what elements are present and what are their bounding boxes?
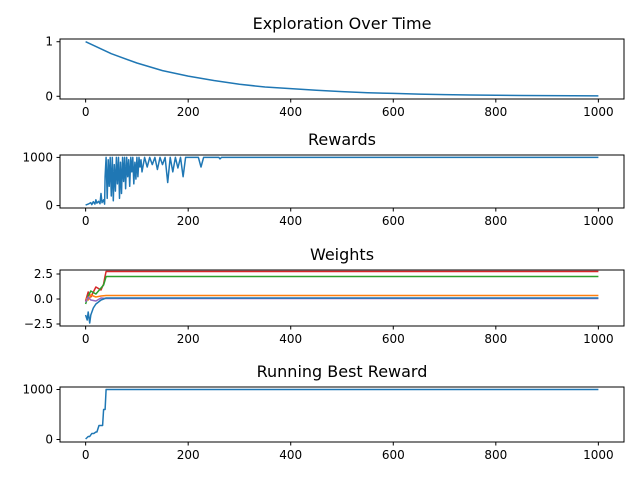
series-line-2-4 [84,297,599,324]
x-tick-label: 0 [82,214,90,228]
x-tick-label: 0 [82,105,90,119]
x-tick-label: 200 [177,332,200,346]
x-tick-label: 200 [177,448,200,462]
x-tick-label: 0 [82,448,90,462]
axes-frame [59,38,625,100]
chart-title: Running Best Reward [257,362,428,381]
y-tick-label: 1 [45,35,53,49]
x-tick-label: 800 [484,105,507,119]
x-tick-label: 800 [484,448,507,462]
series-line-3-0 [85,388,599,440]
x-tick-label: 600 [382,332,405,346]
x-tick-label: 400 [279,214,302,228]
x-tick-label: 1000 [583,105,614,119]
y-tick-label: 0 [45,433,53,447]
y-tick-label: −2.5 [24,317,53,331]
y-tick-label: 0 [45,199,53,213]
subplot-running-best: 0 200 400 600 800 1000 0 1000 Running Best Rewar… [22,362,625,462]
x-tick-label: 400 [279,105,302,119]
x-tick-label: 1000 [583,448,614,462]
series-line-2-1 [84,275,599,305]
axes-frame [59,154,625,209]
x-tick-label: 600 [382,448,405,462]
x-tick-label: 1000 [583,332,614,346]
x-tick-label: 200 [177,105,200,119]
series-line-1-0 [85,156,599,206]
axes-frame [59,269,625,327]
y-tick-label: 0.0 [34,292,53,306]
y-tick-label: 1000 [22,150,53,164]
series-line-2-2 [85,294,599,301]
x-tick-label: 1000 [583,214,614,228]
y-tick-label: 2.5 [34,267,53,281]
x-tick-label: 200 [177,214,200,228]
x-tick-label: 600 [382,105,405,119]
chart-title: Rewards [308,130,376,149]
y-tick-label: 0 [45,89,53,103]
x-tick-label: 400 [279,448,302,462]
x-tick-label: 0 [82,332,90,346]
x-tick-label: 800 [484,332,507,346]
x-tick-label: 400 [279,332,302,346]
axes-frame [59,386,625,443]
subplot-weights: 0 200 400 600 800 1000 −2.5 0.0 2.5 Weights [24,245,625,346]
chart-title: Weights [310,245,374,264]
series-line-0-0 [85,41,599,97]
x-tick-label: 800 [484,214,507,228]
subplot-rewards: 0 200 400 600 800 1000 0 1000 Rewards [22,130,625,228]
y-tick-label: 1000 [22,383,53,397]
subplot-exploration: 0 200 400 600 800 1000 0 1 Exploration Over Time [45,14,625,119]
x-tick-label: 600 [382,214,405,228]
chart-title: Exploration Over Time [253,14,432,33]
